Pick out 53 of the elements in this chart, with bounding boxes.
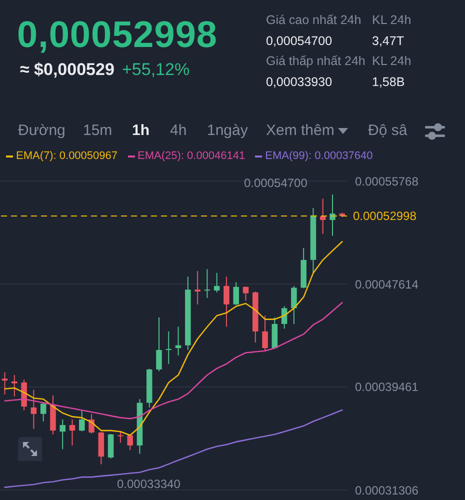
text: 1,58B <box>372 75 405 89</box>
y-tick-label: 0.00039461 <box>355 380 419 394</box>
candlestick <box>194 270 200 305</box>
text: Đường <box>18 122 66 139</box>
candlestick <box>108 433 114 459</box>
text: 1ngày <box>207 122 248 139</box>
text: 1h <box>132 122 150 139</box>
candlestick <box>88 413 94 434</box>
candlestick <box>127 434 133 451</box>
text: Giá cao nhất 24h <box>266 13 362 27</box>
y-tick-label: 0.00031306 <box>355 483 419 498</box>
candlestick <box>233 282 239 306</box>
candlestick <box>224 276 230 328</box>
candlestick <box>330 194 336 236</box>
text: 15m <box>83 122 112 139</box>
line-series <box>4 302 343 420</box>
candlestick <box>214 272 220 293</box>
y-tick-label: 0.00047614 <box>355 277 419 292</box>
candlestick <box>166 330 172 364</box>
candlestick <box>156 316 162 372</box>
candlestick <box>79 410 85 432</box>
text: 0,00054700 <box>266 34 332 48</box>
candlestick <box>30 389 37 430</box>
text: 4h <box>170 122 187 139</box>
text: KL 24h <box>372 54 412 68</box>
text: KL 24h <box>372 13 412 27</box>
text: Giá thấp nhất 24h <box>266 54 366 68</box>
legend-label: EMA(99): 0.00037640 <box>264 150 373 162</box>
text: Xem thêm <box>266 122 334 139</box>
text: 3,47T <box>372 34 404 48</box>
legend-label: EMA(25): 0.00046141 <box>136 150 246 162</box>
candlestick <box>262 315 268 352</box>
ref-line-label: 0.00052998 <box>353 208 417 223</box>
candlestick <box>2 372 8 395</box>
candlestick <box>40 402 46 422</box>
candlestick <box>204 268 210 298</box>
candlestick <box>291 285 297 324</box>
text: +55,12% <box>122 60 190 80</box>
text: 0,00033930 <box>266 75 332 89</box>
candlestick <box>242 286 249 302</box>
candlestick <box>60 418 66 450</box>
candlestick <box>118 431 124 444</box>
chart-title: 0,00052998 <box>17 14 218 56</box>
annotation: 0.00054700 <box>244 176 308 190</box>
annotation: 0.00033340 <box>117 477 180 491</box>
line-series <box>4 409 343 488</box>
candlestick <box>69 418 76 446</box>
candlestick <box>320 198 326 234</box>
legend-label: EMA(7): 0.00050967 <box>15 150 118 162</box>
candlestick <box>12 374 18 397</box>
text: Độ sâ <box>368 122 408 139</box>
text: ≈ $0,000529 <box>20 60 114 80</box>
y-tick-label: 0.00055768 <box>355 174 419 188</box>
